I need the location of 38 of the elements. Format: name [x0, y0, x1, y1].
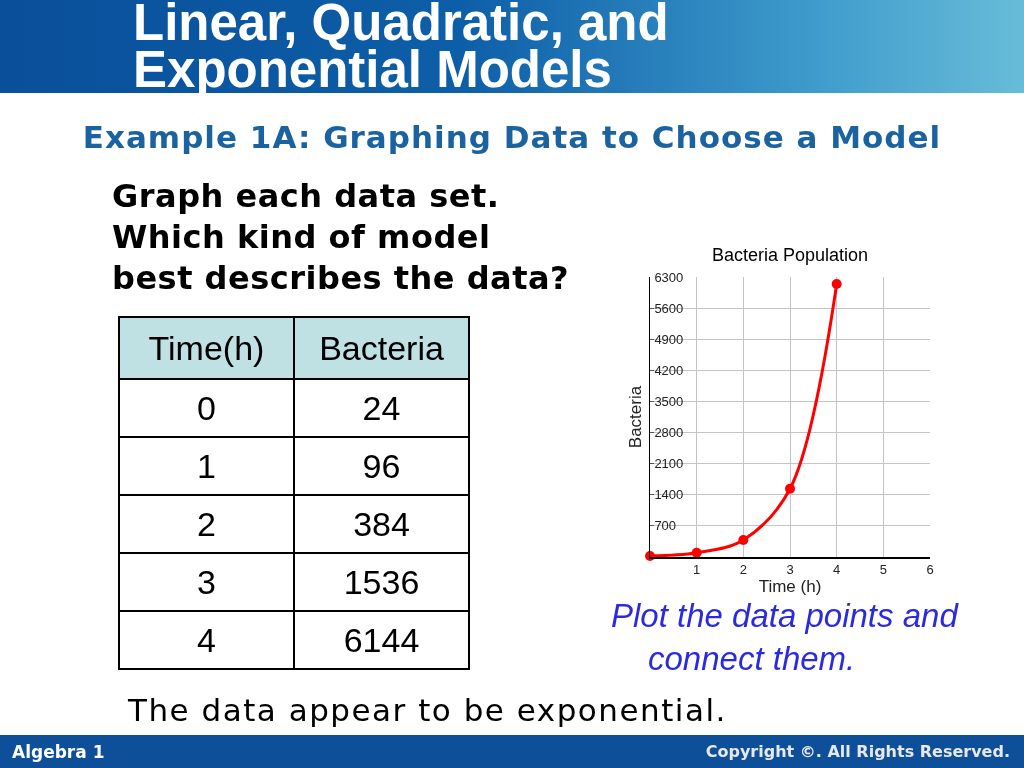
y-tick-label: 5600	[654, 300, 684, 316]
y-tick-label: 4	[119, 611, 294, 669]
x-tick-label: 6	[926, 562, 934, 578]
text: Plot the data points and connect them.	[611, 597, 958, 677]
point	[831, 278, 842, 289]
y-tick-label: 700	[654, 518, 677, 534]
y-tick-label: 0	[119, 379, 294, 437]
y-tick-label: 2100	[654, 456, 684, 472]
chart-subtitle: Example 1A: Graphing Data to Choose a Model	[81, 118, 943, 156]
x-tick-label: 4	[833, 562, 841, 578]
y-tick-label: 4200	[654, 362, 684, 378]
x-tick-label: 3	[786, 562, 794, 578]
data-label: 24	[294, 379, 469, 437]
x-tick-label: 5	[879, 562, 887, 578]
point	[785, 483, 795, 494]
text: The data appear to be exponential.	[128, 691, 727, 730]
x-axis-title: Time (h)	[758, 577, 822, 597]
point	[691, 547, 702, 558]
data-label: 384	[294, 495, 469, 553]
x-tick-label: 2	[739, 562, 747, 578]
data-label: 96	[294, 437, 469, 495]
data-label: 1536	[294, 553, 469, 611]
y-tick-label: 3500	[654, 393, 684, 409]
x-tick-label: 1	[693, 562, 701, 578]
point	[738, 534, 749, 545]
text: Algebra 1	[12, 741, 105, 764]
chart-title: Linear, Quadratic, and Exponential Models	[133, 0, 670, 98]
y-axis-title: Bacteria	[626, 385, 646, 449]
y-tick-label: 1400	[654, 487, 684, 503]
y-tick-label: 2800	[654, 425, 684, 441]
y-axis-title: Time(h)	[119, 317, 294, 379]
text: Copyright ©. All Rights Reserved.	[705, 741, 1010, 763]
text: Graph each data set. Which kind of model best describes the data?	[112, 176, 571, 299]
y-tick-label: 4900	[654, 331, 684, 347]
y-tick-label: 1	[119, 437, 294, 495]
y-tick-label: 6300	[654, 269, 684, 285]
data-label: 6144	[294, 611, 469, 669]
chart-title: Bacteria Population	[711, 245, 869, 266]
